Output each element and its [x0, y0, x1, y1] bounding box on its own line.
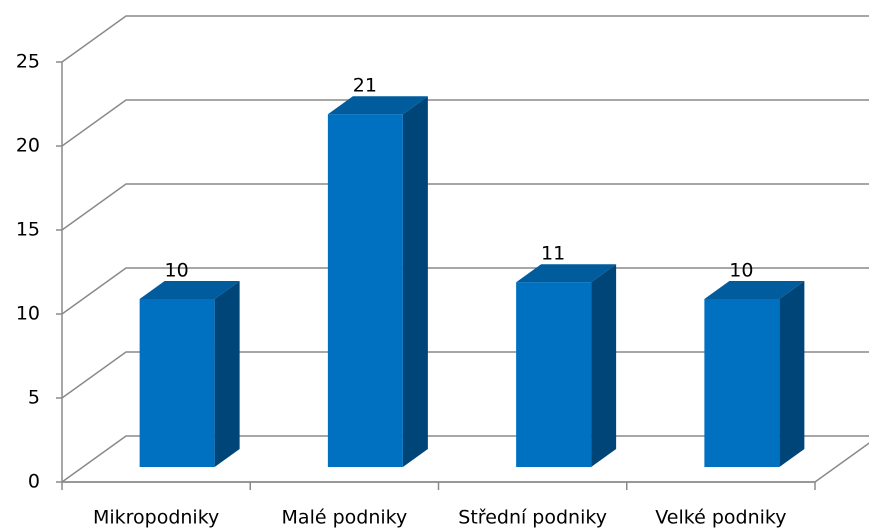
bar — [516, 282, 592, 467]
bar-side — [214, 281, 240, 467]
bar-top — [516, 264, 617, 283]
data-label: 21 — [353, 75, 377, 97]
x-tick-label: Střední podniky — [458, 507, 607, 528]
y-tick-label: 25 — [16, 51, 40, 73]
bar — [327, 114, 403, 467]
bar-top — [704, 281, 805, 299]
bar-top — [139, 281, 240, 299]
y-tick-label: 0 — [28, 471, 40, 493]
x-tick-label: Malé podniky — [282, 507, 408, 528]
x-tick-label: Mikropodniky — [93, 507, 219, 528]
grid-line — [61, 15, 869, 63]
bar-side — [779, 281, 805, 467]
bar-top — [327, 96, 428, 115]
grid-line — [61, 351, 869, 399]
grid-line — [61, 99, 869, 147]
y-tick-label: 20 — [16, 135, 40, 157]
y-tick-label: 10 — [16, 303, 40, 325]
grid-line — [61, 435, 869, 483]
data-label: 11 — [541, 243, 565, 265]
bar-side — [402, 96, 428, 467]
y-tick-label: 5 — [28, 387, 40, 409]
bar — [704, 299, 780, 467]
grid-line — [61, 267, 869, 315]
x-tick-label: Velké podniky — [655, 507, 786, 528]
grid-line — [61, 183, 869, 231]
data-label: 10 — [729, 260, 753, 282]
bar — [139, 299, 215, 467]
bar-side — [591, 264, 617, 467]
y-tick-label: 15 — [16, 219, 40, 241]
data-label: 10 — [165, 260, 189, 282]
